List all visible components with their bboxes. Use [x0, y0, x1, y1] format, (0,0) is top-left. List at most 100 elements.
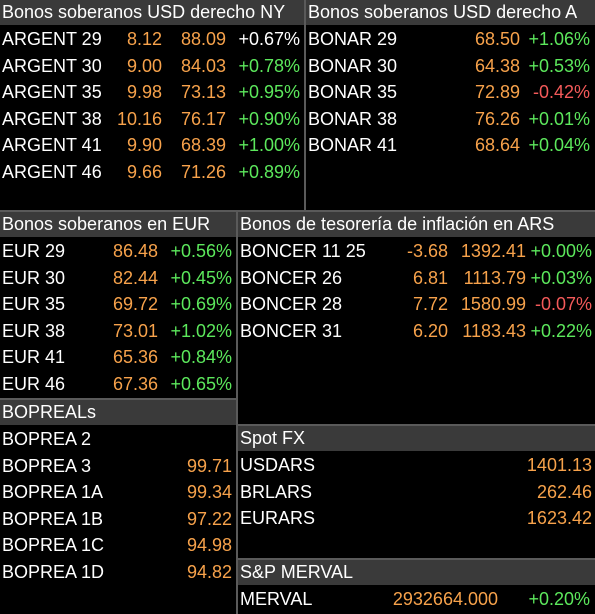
bond-price: 88.09 [180, 29, 226, 49]
fx-rate: 1623.42 [526, 508, 592, 528]
panel-merval: S&P MERVAL MERVAL 2932664.000 +0.20% [238, 560, 595, 614]
fx-row[interactable]: BRLARS 262.46 [238, 479, 595, 505]
bond-name: BOPREA 1C [2, 535, 105, 555]
bond-price: 72.89 [474, 82, 520, 102]
cer-row[interactable]: BONCER 28 7.72 1580.99 -0.07% [238, 291, 595, 317]
panel-usd-ar-title: Bonos soberanos USD derecho A [306, 0, 595, 25]
usd-ar-row[interactable]: BONAR 35 72.89 -0.42% [306, 79, 595, 105]
bond-yield: 9.98 [126, 82, 162, 102]
divider-top-horizontal [0, 210, 595, 212]
bond-price: 68.50 [474, 29, 520, 49]
eur-row[interactable]: EUR 30 82.44 +0.45% [0, 265, 236, 291]
bond-yield: 9.66 [126, 161, 162, 182]
bond-name: EUR 46 [2, 373, 66, 394]
fx-row[interactable]: USDARS 1401.13 [238, 452, 595, 478]
bond-name: EUR 29 [2, 241, 66, 261]
bond-name: EUR 35 [2, 294, 66, 314]
bond-change: +0.89% [238, 161, 300, 182]
bopreal-row[interactable]: BOPREA 1C 94.98 [0, 532, 236, 558]
usd-ny-row[interactable]: ARGENT 35 9.98 73.13 +0.95% [0, 79, 304, 105]
bond-price: 1183.43 [462, 320, 526, 341]
usd-ny-row[interactable]: ARGENT 46 9.66 71.26 +0.89% [0, 159, 304, 185]
bond-change: +0.45% [170, 267, 232, 288]
bond-price: 97.22 [186, 508, 232, 529]
bond-yield: 8.12 [126, 29, 162, 49]
bopreal-row[interactable]: BOPREA 1A 99.34 [0, 479, 236, 505]
divider-eur-bopreal [0, 398, 236, 400]
merval-row[interactable]: MERVAL 2932664.000 +0.20% [238, 586, 595, 612]
bond-name: BONAR 35 [308, 82, 398, 102]
eur-row[interactable]: EUR 35 69.72 +0.69% [0, 291, 236, 317]
cer-row[interactable]: BONCER 26 6.81 1113.79 +0.03% [238, 265, 595, 291]
usd-ny-row[interactable]: ARGENT 38 10.16 76.17 +0.90% [0, 106, 304, 132]
bond-price: 64.38 [474, 55, 520, 76]
bond-change: +1.06% [528, 29, 590, 49]
panel-bopreal: BOPREALs BOPREA 2 BOPREA 3 99.71 BOPREA 1A 9… [0, 400, 236, 614]
bond-yield: 6.81 [412, 267, 448, 288]
panel-cer: Bonos de tesorería de inflación en ARS B… [238, 212, 595, 424]
bond-name: BOPREA 1B [2, 508, 104, 529]
eur-row[interactable]: EUR 29 86.48 +0.56% [0, 238, 236, 264]
divider-top-vertical [304, 0, 306, 210]
bopreal-row[interactable]: BOPREA 2 [0, 426, 236, 452]
bond-change: +1.00% [238, 135, 300, 155]
eur-row[interactable]: EUR 46 67.36 +0.65% [0, 371, 236, 397]
usd-ar-row[interactable]: BONAR 29 68.50 +1.06% [306, 26, 595, 52]
fx-row[interactable]: EURARS 1623.42 [238, 505, 595, 531]
bond-change: +0.78% [238, 55, 300, 76]
panel-usd-ar: Bonos soberanos USD derecho A BONAR 29 68… [306, 0, 595, 210]
bond-name: ARGENT 46 [2, 161, 102, 182]
bopreal-row[interactable]: BOPREA 3 99.71 [0, 453, 236, 479]
usd-ar-row[interactable]: BONAR 30 64.38 +0.53% [306, 53, 595, 79]
bond-name: BONCER 28 [240, 294, 343, 314]
bond-yield: 9.90 [126, 135, 162, 155]
bond-name: BONAR 41 [308, 135, 398, 155]
bond-name: BONAR 38 [308, 108, 398, 129]
cer-row[interactable]: BONCER 11 25 -3.68 1392.41 +0.00% [238, 238, 595, 264]
bond-price: 68.39 [180, 135, 226, 155]
divider-cer-fx [238, 424, 595, 426]
merval-change: +0.20% [528, 589, 590, 609]
bond-change: +0.22% [530, 320, 592, 341]
usd-ny-row[interactable]: ARGENT 30 9.00 84.03 +0.78% [0, 53, 304, 79]
panel-usd-ny: Bonos soberanos USD derecho NY ARGENT 29… [0, 0, 304, 210]
bond-name: BONAR 29 [308, 29, 398, 49]
bopreal-row[interactable]: BOPREA 1D 94.82 [0, 559, 236, 585]
bond-name: ARGENT 38 [2, 108, 102, 129]
usd-ar-row[interactable]: BONAR 41 68.64 +0.04% [306, 132, 595, 158]
eur-row[interactable]: EUR 38 73.01 +1.02% [0, 318, 236, 344]
bond-change: -0.07% [534, 294, 592, 314]
bond-yield: 7.72 [412, 294, 448, 314]
usd-ny-row[interactable]: ARGENT 41 9.90 68.39 +1.00% [0, 132, 304, 158]
bond-change: +0.00% [530, 241, 592, 261]
panel-spot-fx-title: Spot FX [238, 426, 595, 451]
bond-name: EUR 30 [2, 267, 66, 288]
bond-price: 1580.99 [460, 294, 526, 314]
bond-yield: 9.00 [126, 55, 162, 76]
bond-name: BOPREA 1A [2, 482, 104, 502]
bond-price: 99.34 [186, 482, 232, 502]
bond-name: BOPREA 3 [2, 455, 92, 476]
bond-name: ARGENT 29 [2, 29, 102, 49]
bond-price: 82.44 [112, 267, 158, 288]
bond-change: +0.56% [170, 241, 232, 261]
bond-price: 69.72 [112, 294, 158, 314]
panel-usd-ny-title: Bonos soberanos USD derecho NY [0, 0, 304, 25]
bond-change: +1.02% [170, 320, 232, 341]
bond-change: +0.04% [528, 135, 590, 155]
fx-pair: BRLARS [240, 481, 313, 502]
usd-ny-row[interactable]: ARGENT 29 8.12 88.09 +0.67% [0, 26, 304, 52]
bond-price: 71.26 [180, 161, 226, 182]
divider-fx-merval [238, 558, 595, 560]
usd-ar-row[interactable]: BONAR 38 76.26 +0.01% [306, 106, 595, 132]
bond-price: 76.17 [180, 108, 226, 129]
cer-row[interactable]: BONCER 31 6.20 1183.43 +0.22% [238, 318, 595, 344]
panel-eur-title: Bonos soberanos en EUR [0, 212, 236, 237]
eur-row[interactable]: EUR 41 65.36 +0.84% [0, 344, 236, 370]
bond-price: 68.64 [474, 135, 520, 155]
bopreal-row[interactable]: BOPREA 1B 97.22 [0, 506, 236, 532]
panel-cer-title: Bonos de tesorería de inflación en ARS [238, 212, 595, 237]
fx-pair: USDARS [240, 455, 316, 475]
fx-pair: EURARS [240, 508, 316, 528]
bond-price: 94.82 [186, 561, 232, 582]
